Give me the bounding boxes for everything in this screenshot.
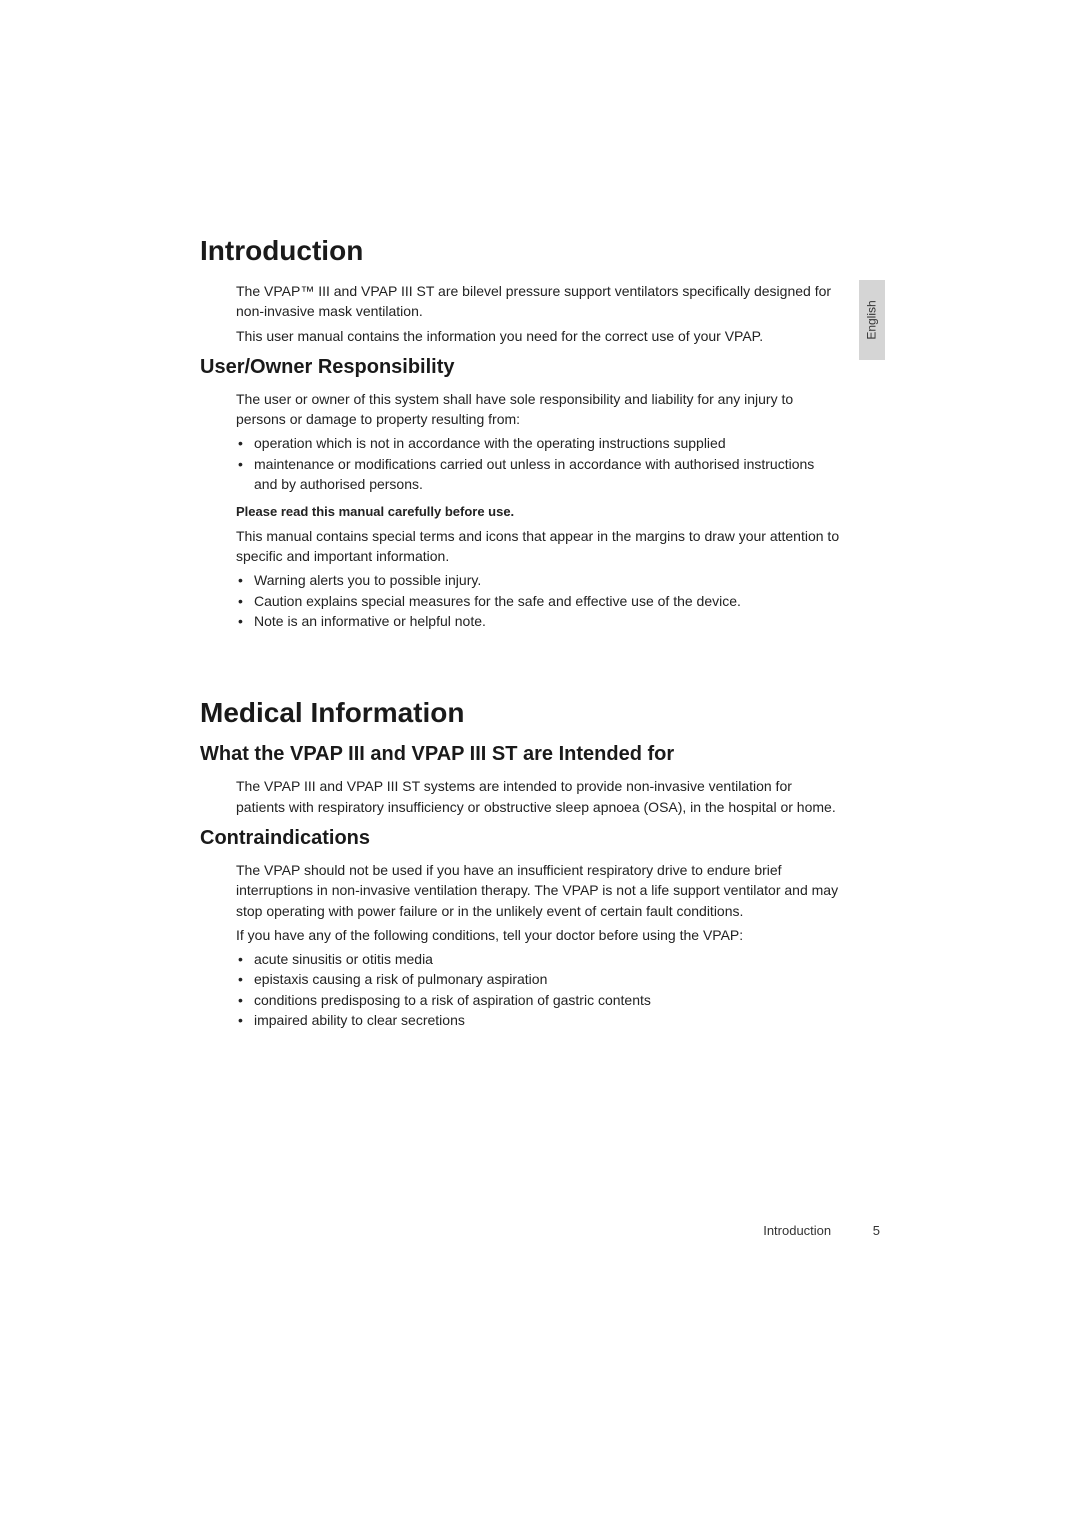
list-item: epistaxis causing a risk of pulmonary as…: [236, 969, 840, 989]
page-footer: Introduction 5: [763, 1223, 880, 1238]
section-gap: [200, 637, 840, 697]
introduction-para-1: The VPAP™ III and VPAP III ST are bileve…: [236, 281, 840, 322]
user-owner-para-2: This manual contains special terms and i…: [236, 526, 840, 567]
language-tab-label: English: [865, 300, 879, 339]
read-manual-note: Please read this manual carefully before…: [236, 502, 840, 522]
list-item: Caution explains special measures for th…: [236, 591, 840, 611]
user-owner-heading: User/Owner Responsibility: [200, 356, 840, 379]
page-content: Introduction The VPAP™ III and VPAP III …: [200, 235, 840, 1036]
introduction-heading: Introduction: [200, 235, 840, 267]
list-item: impaired ability to clear secretions: [236, 1010, 840, 1030]
list-item: Warning alerts you to possible injury.: [236, 570, 840, 590]
medical-info-heading: Medical Information: [200, 697, 840, 729]
contra-para-1: The VPAP should not be used if you have …: [236, 860, 840, 921]
user-owner-list-2: Warning alerts you to possible injury. C…: [236, 570, 840, 631]
list-item: acute sinusitis or otitis media: [236, 949, 840, 969]
list-item: conditions predisposing to a risk of asp…: [236, 990, 840, 1010]
language-tab: English: [859, 280, 885, 360]
introduction-para-2: This user manual contains the informatio…: [236, 326, 840, 346]
list-item: maintenance or modifications carried out…: [236, 454, 840, 495]
footer-section-label: Introduction: [763, 1223, 831, 1238]
contraindications-heading: Contraindications: [200, 827, 840, 850]
contra-list: acute sinusitis or otitis media epistaxi…: [236, 949, 840, 1030]
intended-for-heading: What the VPAP III and VPAP III ST are In…: [200, 743, 840, 766]
contra-para-2: If you have any of the following conditi…: [236, 925, 840, 945]
footer-page-number: 5: [873, 1223, 880, 1238]
user-owner-para-1: The user or owner of this system shall h…: [236, 389, 840, 430]
user-owner-list-1: operation which is not in accordance wit…: [236, 433, 840, 494]
list-item: Note is an informative or helpful note.: [236, 611, 840, 631]
intended-para-1: The VPAP III and VPAP III ST systems are…: [236, 776, 840, 817]
list-item: operation which is not in accordance wit…: [236, 433, 840, 453]
